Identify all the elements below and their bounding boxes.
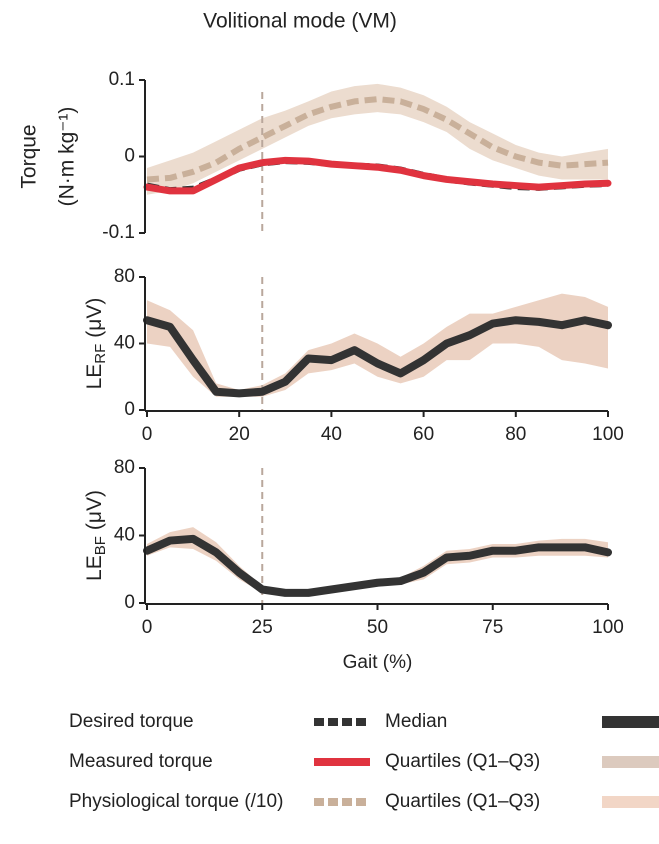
legend-label: Quartiles (Q1–Q3) bbox=[385, 788, 595, 816]
legend-label: Physiological torque (/10) bbox=[69, 788, 309, 816]
y-tick-label: 40 bbox=[114, 333, 135, 354]
x-tick-label: 60 bbox=[413, 424, 434, 445]
y-tick-label: 80 bbox=[114, 266, 135, 287]
y-axis-label: (N·m kg⁻¹) bbox=[56, 107, 79, 207]
y-tick-label: 0 bbox=[124, 146, 135, 167]
y-axis-label: Torque bbox=[18, 124, 41, 188]
y-label-main: LE bbox=[83, 364, 106, 390]
quartile-band bbox=[147, 294, 608, 397]
chart-title: Volitional mode (VM) bbox=[203, 10, 397, 33]
y-tick-label: -0.1 bbox=[102, 222, 135, 243]
y-label-unit: (μV) bbox=[83, 298, 106, 338]
x-tick-label: 75 bbox=[482, 617, 503, 638]
y-label-main: LE bbox=[83, 555, 106, 581]
y-tick-label: 0 bbox=[124, 592, 135, 613]
legend-label: Quartiles (Q1–Q3) bbox=[385, 748, 595, 776]
y-axis-label: LEBF (μV) bbox=[83, 490, 109, 581]
x-tick-label: 50 bbox=[367, 617, 388, 638]
x-tick-label: 0 bbox=[142, 617, 153, 638]
y-tick-label: 0.1 bbox=[109, 69, 135, 90]
y-tick-label: 0 bbox=[124, 399, 135, 420]
x-tick-label: 80 bbox=[505, 424, 526, 445]
x-axis-label: Gait (%) bbox=[343, 652, 413, 673]
y-tick-label: 80 bbox=[114, 457, 135, 478]
y-tick-label: 40 bbox=[114, 525, 135, 546]
y-label-sub: RF bbox=[92, 344, 109, 364]
x-tick-label: 100 bbox=[592, 424, 624, 445]
legend-label: Desired torque bbox=[69, 708, 309, 736]
x-tick-label: 0 bbox=[142, 424, 153, 445]
x-tick-label: 40 bbox=[321, 424, 342, 445]
x-tick-label: 20 bbox=[229, 424, 250, 445]
y-axis-label: LERF (μV) bbox=[83, 298, 109, 390]
figure: Volitional mode (VM) -0.1 0 0.1 Torque (N·m k… bbox=[0, 0, 659, 844]
y-label-unit: (μV) bbox=[83, 490, 106, 530]
y-label-sub: BF bbox=[92, 536, 109, 555]
x-tick-label: 25 bbox=[252, 617, 273, 638]
legend-label: Median bbox=[385, 708, 595, 736]
x-tick-label: 100 bbox=[592, 617, 624, 638]
legend-label: Measured torque bbox=[69, 748, 309, 776]
